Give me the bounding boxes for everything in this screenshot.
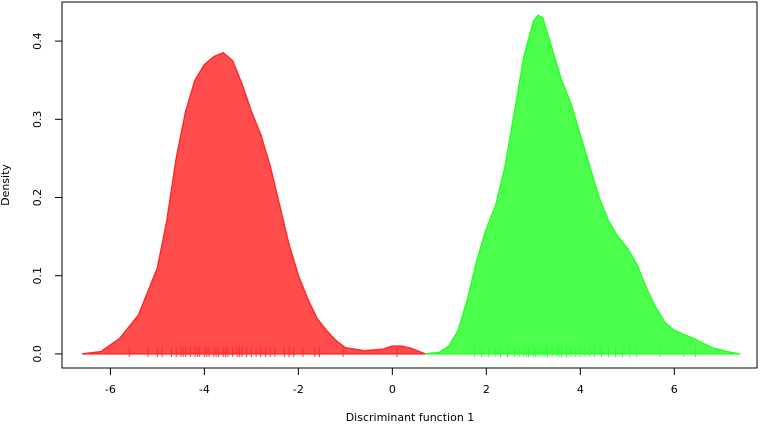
x-tick-label: 2 (483, 383, 490, 396)
x-tick-label: 6 (671, 383, 678, 396)
plot-frame (61, 1, 758, 369)
density-area (82, 51, 426, 355)
y-tick-label: 0.4 (31, 32, 44, 50)
x-tick-label: 0 (389, 383, 396, 396)
density-area (425, 14, 741, 355)
y-tick-label: 0.0 (31, 345, 44, 363)
y-tick-label: 0.1 (31, 267, 44, 285)
x-axis-label: Discriminant function 1 (346, 411, 475, 423)
x-tick-label: -6 (105, 383, 116, 396)
x-tick-label: -2 (293, 383, 304, 396)
y-tick-label: 0.3 (31, 111, 44, 129)
x-tick-label: 4 (577, 383, 584, 396)
x-tick-label: -4 (199, 383, 210, 396)
y-axis-label: Density (0, 164, 12, 206)
y-tick-label: 0.2 (31, 189, 44, 207)
